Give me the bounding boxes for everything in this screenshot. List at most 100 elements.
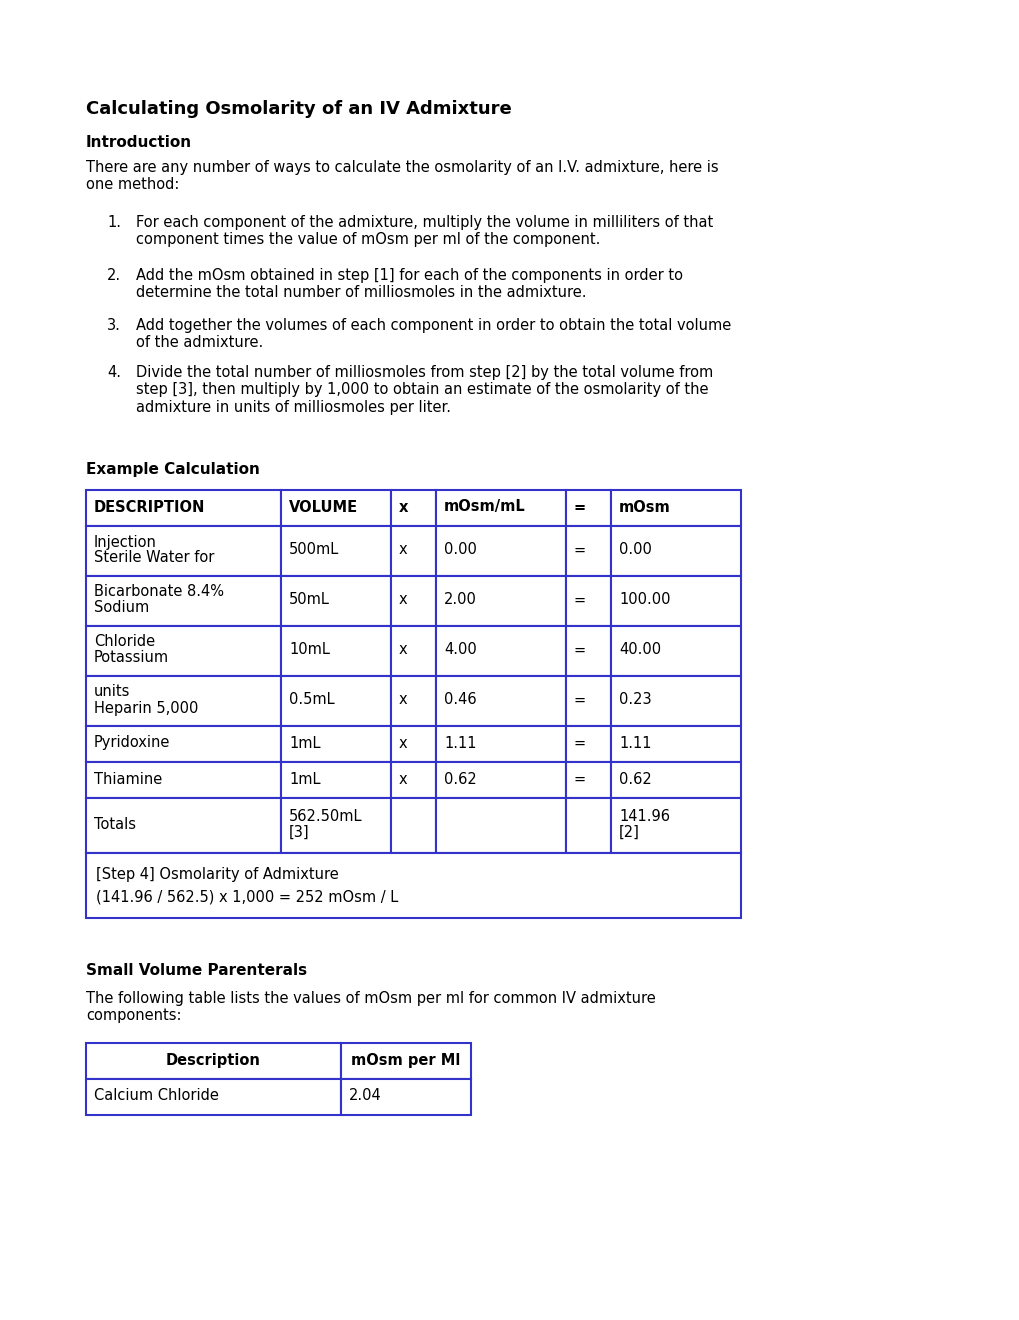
Text: [2]: [2] bbox=[619, 825, 639, 840]
Text: 0.62: 0.62 bbox=[619, 771, 651, 787]
Text: Totals: Totals bbox=[94, 817, 136, 832]
Text: [Step 4] Osmolarity of Admixture: [Step 4] Osmolarity of Admixture bbox=[96, 867, 338, 882]
Bar bbox=[566, 726, 610, 762]
Text: =: = bbox=[574, 643, 586, 657]
Text: x: x bbox=[398, 499, 408, 515]
Text: 2.: 2. bbox=[107, 268, 121, 282]
Text: 100.00: 100.00 bbox=[619, 593, 669, 607]
Bar bbox=[390, 576, 435, 626]
Text: 4.: 4. bbox=[107, 366, 121, 380]
Bar bbox=[610, 799, 740, 853]
Bar bbox=[566, 525, 610, 576]
Text: Thiamine: Thiamine bbox=[94, 771, 162, 787]
Text: units: units bbox=[94, 685, 130, 700]
Text: 1.11: 1.11 bbox=[443, 735, 476, 751]
Text: mOsm/mL: mOsm/mL bbox=[443, 499, 525, 515]
Bar bbox=[280, 726, 390, 762]
Bar bbox=[390, 676, 435, 726]
Text: Potassium: Potassium bbox=[94, 651, 169, 665]
Text: 3.: 3. bbox=[107, 318, 121, 333]
Bar bbox=[610, 576, 740, 626]
Text: mOsm per Ml: mOsm per Ml bbox=[351, 1052, 461, 1068]
Text: Heparin 5,000: Heparin 5,000 bbox=[94, 701, 198, 715]
Bar bbox=[435, 626, 566, 676]
Text: 2.00: 2.00 bbox=[443, 593, 477, 607]
Bar bbox=[86, 1078, 340, 1115]
Text: There are any number of ways to calculate the osmolarity of an I.V. admixture, h: There are any number of ways to calculat… bbox=[86, 160, 718, 193]
Bar bbox=[390, 799, 435, 853]
Text: Introduction: Introduction bbox=[86, 135, 192, 150]
Text: Sterile Water for: Sterile Water for bbox=[94, 550, 214, 565]
Bar bbox=[566, 799, 610, 853]
Bar bbox=[86, 726, 280, 762]
Text: 1.: 1. bbox=[107, 215, 121, 230]
Text: mOsm: mOsm bbox=[619, 499, 671, 515]
Bar bbox=[86, 1043, 340, 1078]
Text: 0.46: 0.46 bbox=[443, 693, 476, 708]
Text: 0.5mL: 0.5mL bbox=[288, 693, 334, 708]
Text: Chloride: Chloride bbox=[94, 635, 155, 649]
Bar bbox=[280, 626, 390, 676]
Bar bbox=[86, 626, 280, 676]
Text: 2.04: 2.04 bbox=[348, 1089, 381, 1104]
Bar bbox=[390, 726, 435, 762]
Bar bbox=[566, 490, 610, 525]
Bar bbox=[340, 1043, 471, 1078]
Bar bbox=[435, 525, 566, 576]
Text: Description: Description bbox=[166, 1052, 261, 1068]
Text: 500mL: 500mL bbox=[288, 543, 339, 557]
Bar bbox=[435, 490, 566, 525]
Text: 1.11: 1.11 bbox=[619, 735, 651, 751]
Text: 50mL: 50mL bbox=[288, 593, 329, 607]
Bar bbox=[435, 799, 566, 853]
Text: VOLUME: VOLUME bbox=[288, 499, 358, 515]
Text: Example Calculation: Example Calculation bbox=[86, 462, 260, 477]
Bar bbox=[610, 490, 740, 525]
Bar bbox=[280, 762, 390, 799]
Bar bbox=[390, 525, 435, 576]
Bar bbox=[280, 799, 390, 853]
Text: Bicarbonate 8.4%: Bicarbonate 8.4% bbox=[94, 585, 224, 599]
Bar bbox=[435, 676, 566, 726]
Bar bbox=[566, 676, 610, 726]
Bar bbox=[435, 726, 566, 762]
Bar bbox=[86, 576, 280, 626]
Bar bbox=[340, 1078, 471, 1115]
Text: Small Volume Parenterals: Small Volume Parenterals bbox=[86, 964, 307, 978]
Text: x: x bbox=[398, 543, 408, 557]
Text: 562.50mL: 562.50mL bbox=[288, 809, 362, 824]
Text: For each component of the admixture, multiply the volume in milliliters of that
: For each component of the admixture, mul… bbox=[136, 215, 712, 247]
Text: =: = bbox=[574, 543, 586, 557]
Text: Calcium Chloride: Calcium Chloride bbox=[94, 1089, 219, 1104]
Bar bbox=[86, 799, 280, 853]
Text: 4.00: 4.00 bbox=[443, 643, 476, 657]
Text: Divide the total number of milliosmoles from step [2] by the total volume from
s: Divide the total number of milliosmoles … bbox=[136, 366, 712, 414]
Text: x: x bbox=[398, 735, 408, 751]
Bar bbox=[610, 762, 740, 799]
Text: =: = bbox=[574, 593, 586, 607]
Text: 0.00: 0.00 bbox=[443, 543, 477, 557]
Text: 10mL: 10mL bbox=[288, 643, 329, 657]
Text: (141.96 / 562.5) x 1,000 = 252 mOsm / L: (141.96 / 562.5) x 1,000 = 252 mOsm / L bbox=[96, 888, 397, 904]
Bar bbox=[435, 576, 566, 626]
Text: =: = bbox=[574, 735, 586, 751]
Bar bbox=[86, 676, 280, 726]
Text: Add the mOsm obtained in step [1] for each of the components in order to
determi: Add the mOsm obtained in step [1] for ea… bbox=[136, 268, 683, 301]
Bar bbox=[280, 676, 390, 726]
Bar bbox=[390, 490, 435, 525]
Bar bbox=[390, 626, 435, 676]
Text: Pyridoxine: Pyridoxine bbox=[94, 735, 170, 751]
Bar bbox=[610, 626, 740, 676]
Text: x: x bbox=[398, 771, 408, 787]
Text: Add together the volumes of each component in order to obtain the total volume
o: Add together the volumes of each compone… bbox=[136, 318, 731, 350]
Bar bbox=[610, 676, 740, 726]
Bar bbox=[280, 576, 390, 626]
Bar bbox=[86, 490, 280, 525]
Text: DESCRIPTION: DESCRIPTION bbox=[94, 499, 205, 515]
Text: 141.96: 141.96 bbox=[619, 809, 669, 824]
Bar bbox=[280, 490, 390, 525]
Bar bbox=[86, 762, 280, 799]
Text: x: x bbox=[398, 593, 408, 607]
Text: [3]: [3] bbox=[288, 825, 310, 840]
Bar bbox=[86, 525, 280, 576]
